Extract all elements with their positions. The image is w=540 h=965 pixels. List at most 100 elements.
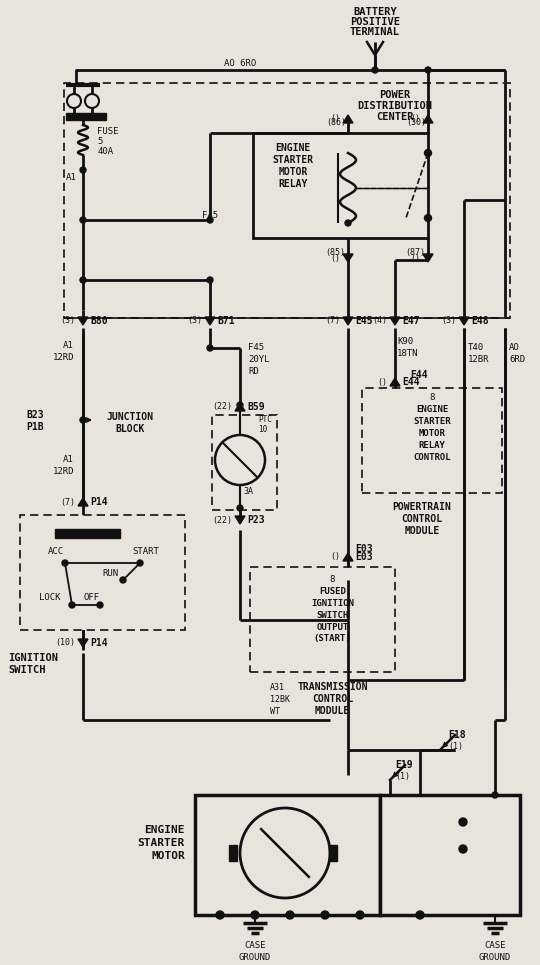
Text: P14: P14 [90,638,107,648]
Circle shape [80,417,86,423]
Text: POSITIVE: POSITIVE [350,17,400,27]
Text: 12BR: 12BR [468,355,489,365]
Text: FUSED: FUSED [319,587,346,595]
Text: (30): (30) [406,118,426,126]
Text: F45: F45 [202,210,218,219]
Text: OUTPUT: OUTPUT [316,622,349,631]
Text: SWITCH: SWITCH [316,611,349,620]
Polygon shape [78,317,88,325]
Polygon shape [390,378,400,386]
Bar [64,83,510,318]
Text: (86): (86) [326,118,346,126]
Circle shape [459,845,467,853]
Text: (3): (3) [60,317,75,325]
Text: RUN: RUN [102,568,118,577]
Circle shape [80,277,86,283]
Text: A1: A1 [66,174,77,182]
Circle shape [97,602,103,608]
Text: 40A: 40A [97,148,113,156]
Text: B71: B71 [217,316,234,326]
Text: (7): (7) [325,317,340,325]
Circle shape [356,911,364,919]
Text: STARTER: STARTER [413,418,451,427]
Polygon shape [459,317,469,325]
Text: POWER: POWER [380,90,410,100]
Bar [20,515,185,630]
Text: RELAY: RELAY [418,442,445,451]
Text: (): () [330,254,340,262]
Text: (): () [330,553,340,562]
Text: 12BK: 12BK [270,695,290,703]
Circle shape [62,560,68,566]
Text: CONTROL: CONTROL [312,694,353,704]
Text: POWERTRAIN: POWERTRAIN [393,502,451,512]
Circle shape [69,602,75,608]
Text: K90: K90 [397,338,413,346]
Text: ENGINE: ENGINE [416,405,448,415]
Text: E44: E44 [410,370,428,380]
Circle shape [80,167,86,173]
Text: (3): (3) [187,317,202,325]
Text: E03: E03 [355,552,373,562]
Circle shape [237,402,243,408]
Text: RELAY: RELAY [278,179,308,189]
Text: DISTRIBUTION: DISTRIBUTION [357,101,433,111]
Circle shape [237,505,243,511]
Polygon shape [235,403,245,411]
Text: (87): (87) [405,249,425,258]
Text: IGNITION: IGNITION [311,598,354,608]
Circle shape [416,911,424,919]
Polygon shape [423,254,433,262]
Text: MODULE: MODULE [315,706,350,716]
Text: STARTER: STARTER [138,838,185,848]
Text: STARTER: STARTER [273,155,314,165]
Text: E47: E47 [402,316,420,326]
Text: (1): (1) [448,742,463,752]
Text: GROUND: GROUND [239,952,271,961]
Text: A1: A1 [63,341,74,349]
Text: CENTER: CENTER [376,112,414,122]
Text: TERMINAL: TERMINAL [350,27,400,37]
Polygon shape [78,498,88,506]
Bar [443,827,477,837]
Text: E18: E18 [448,730,465,740]
Text: E45: E45 [355,316,373,326]
Text: JUNCTION: JUNCTION [106,412,153,422]
Text: SWITCH: SWITCH [8,665,45,675]
Circle shape [207,217,213,223]
Polygon shape [343,115,353,123]
Circle shape [425,67,431,73]
Bar [250,567,395,672]
Text: A31: A31 [270,682,285,692]
Polygon shape [390,317,400,325]
Circle shape [137,560,143,566]
Circle shape [459,818,467,826]
Circle shape [286,911,294,919]
Text: 8: 8 [330,574,335,584]
Text: IGNITION: IGNITION [8,653,58,663]
Circle shape [424,150,431,156]
Polygon shape [423,115,433,123]
Bar [66,113,106,120]
Text: 5: 5 [97,137,103,147]
Polygon shape [205,317,215,325]
Text: P23: P23 [247,515,265,525]
Circle shape [216,911,224,919]
Text: (): () [410,115,420,124]
Text: B23: B23 [26,410,44,420]
Circle shape [207,277,213,283]
Text: OFF: OFF [84,593,100,601]
Bar [253,133,428,238]
Text: 6RD: 6RD [509,355,525,365]
Text: 20YL: 20YL [248,355,269,365]
Text: (START): (START) [314,635,352,644]
Bar [212,415,277,510]
Text: (): () [410,254,420,262]
Text: CONTROL: CONTROL [413,454,451,462]
Bar [195,795,380,915]
Circle shape [321,911,329,919]
Text: WT: WT [270,706,280,715]
Text: CONTROL: CONTROL [401,514,443,524]
Polygon shape [343,254,353,262]
Text: ACC: ACC [48,546,64,556]
